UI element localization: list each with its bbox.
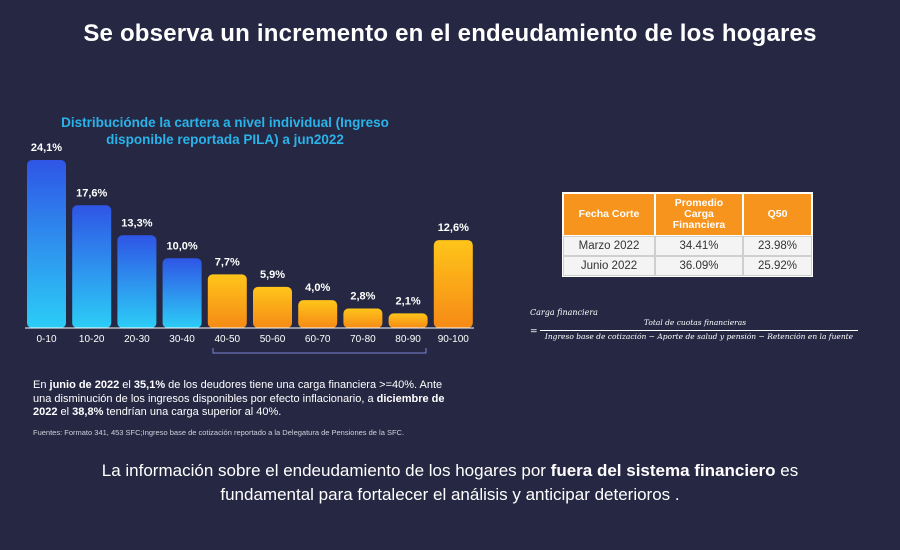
formula-lhs: Carga financiera	[530, 308, 598, 317]
range-bracket	[212, 348, 427, 354]
chart-title: Distribuciónde la cartera a nivel indivi…	[30, 114, 420, 148]
bar-30-40	[162, 258, 202, 328]
table-cell: Marzo 2022	[563, 236, 655, 256]
data-label: 12,6%	[438, 222, 469, 234]
chart-title-line2: disponible reportada PILA) a jun2022	[106, 132, 344, 147]
bar-60-70	[298, 300, 338, 328]
data-label: 5,9%	[260, 269, 285, 281]
bar-chart: 24,1% 0-10 17,6% 10-20 13,3% 20-30 10,0% 30-40 7…	[25, 142, 474, 354]
bar-90-100	[433, 240, 473, 328]
x-tick-label: 10-20	[79, 334, 105, 345]
formula-numerator: Total de cuotas financieras	[643, 318, 747, 327]
finding-note: En junio de 2022 el 35,1% de los deudore…	[33, 379, 445, 418]
table-header: Promedio Carga Financiera	[655, 193, 743, 236]
x-tick-label: 30-40	[169, 334, 195, 345]
x-tick-label: 80-90	[395, 334, 421, 345]
data-label: 10,0%	[166, 240, 197, 252]
table-cell: 23.98%	[743, 236, 812, 256]
data-label: 2,1%	[396, 295, 421, 307]
table-cell: Junio 2022	[563, 256, 655, 276]
formula-denominator: Ingreso base de cotización − Aporte de s…	[544, 332, 854, 341]
data-label: 7,7%	[215, 256, 240, 268]
x-tick-label: 90-100	[438, 334, 470, 345]
table-cell: 25.92%	[743, 256, 812, 276]
x-tick-label: 40-50	[215, 334, 241, 345]
data-label: 13,3%	[121, 217, 152, 229]
data-label: 2,8%	[350, 290, 375, 302]
chart-title-line1: Distribuciónde la cartera a nivel indivi…	[61, 115, 389, 130]
source-note: Fuentes: Formato 341, 453 SFC;Ingreso ba…	[33, 428, 405, 437]
bar-10-20	[72, 205, 112, 328]
table-header: Q50	[743, 193, 812, 236]
footer-message: La información sobre el endeudamiento de…	[0, 459, 900, 507]
table-row: Junio 2022 36.09% 25.92%	[563, 256, 812, 276]
x-tick-label: 50-60	[260, 334, 286, 345]
fraction-bar	[540, 330, 858, 331]
x-tick-label: 20-30	[124, 334, 150, 345]
formula-equals: =	[530, 327, 538, 337]
x-tick-label: 70-80	[350, 334, 376, 345]
bar-70-80	[343, 308, 383, 328]
footer-line2: fundamental para fortalecer el análisis …	[220, 485, 680, 504]
x-tick-label: 60-70	[305, 334, 331, 345]
bar-50-60	[253, 286, 292, 328]
table-row: Marzo 2022 34.41% 23.98%	[563, 236, 812, 256]
data-label: 24,1%	[31, 142, 62, 154]
bar-0-10	[27, 160, 66, 328]
bar-80-90	[388, 313, 428, 328]
x-tick-label: 0-10	[36, 334, 56, 345]
table-cell: 36.09%	[655, 256, 743, 276]
bar-40-50	[207, 274, 247, 328]
data-label: 17,6%	[76, 187, 107, 199]
footer-line1: La información sobre el endeudamiento de…	[101, 461, 799, 480]
table-header: Fecha Corte	[563, 193, 655, 236]
table-cell: 34.41%	[655, 236, 743, 256]
bar-20-30	[117, 235, 157, 328]
financial-burden-table: Fecha Corte Promedio Carga Financiera Q5…	[562, 192, 813, 277]
data-label: 4,0%	[305, 282, 330, 294]
page-title: Se observa un incremento en el endeudami…	[83, 20, 817, 47]
